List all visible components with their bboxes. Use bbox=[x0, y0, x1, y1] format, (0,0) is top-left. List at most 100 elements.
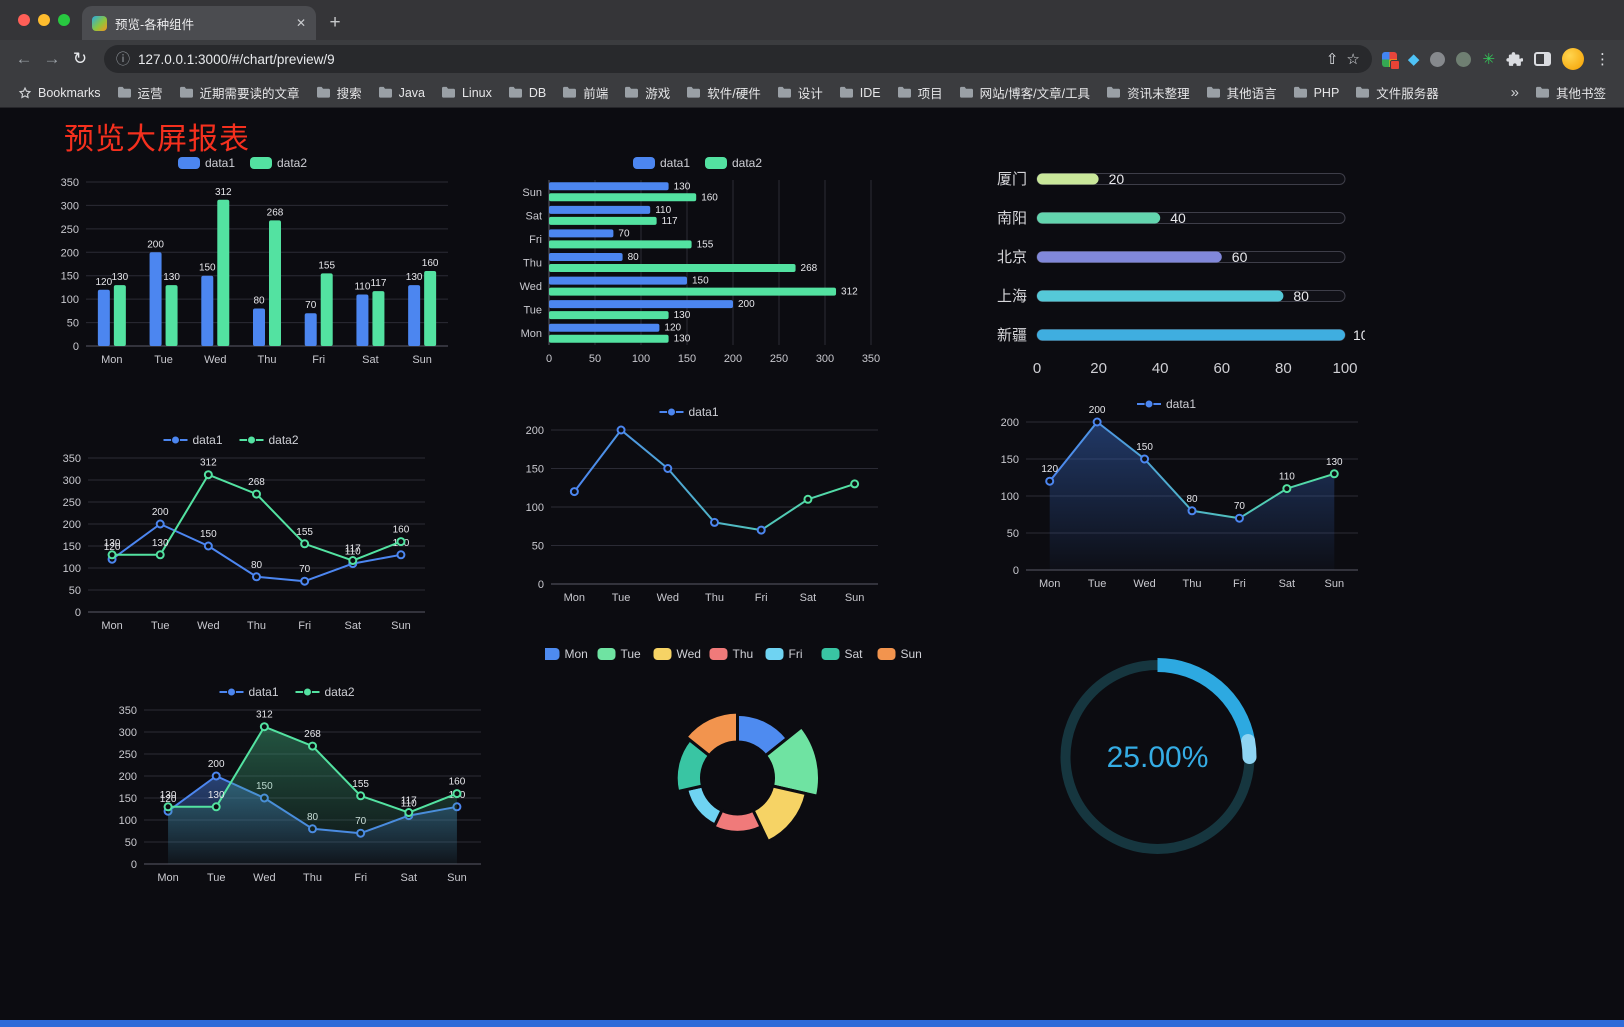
extension-gem-icon[interactable]: ◆ bbox=[1407, 50, 1420, 68]
svg-text:data2: data2 bbox=[732, 156, 762, 170]
bookmark-star-icon[interactable]: ☆ bbox=[1346, 50, 1360, 68]
svg-text:Thu: Thu bbox=[247, 620, 266, 632]
new-tab-button[interactable]: + bbox=[329, 12, 341, 33]
area-line-chart: 0 50 100 150 200 Mon Tue Wed Thu Fri Sat Sun 120 200 1… bbox=[980, 388, 1370, 600]
svg-text:Fri: Fri bbox=[312, 354, 325, 366]
bookmark-folder[interactable]: Java bbox=[370, 83, 433, 103]
svg-text:Fri: Fri bbox=[354, 872, 367, 884]
extension-circle-icon-1[interactable] bbox=[1430, 51, 1446, 67]
back-icon[interactable]: ← bbox=[15, 49, 33, 68]
bookmark-folder[interactable]: 搜索 bbox=[308, 80, 370, 105]
svg-text:250: 250 bbox=[770, 353, 788, 365]
svg-text:20: 20 bbox=[1090, 360, 1107, 377]
svg-text:110: 110 bbox=[1279, 472, 1295, 483]
svg-text:100: 100 bbox=[526, 502, 544, 514]
bookmark-folder[interactable]: 项目 bbox=[889, 80, 951, 105]
svg-text:data1: data1 bbox=[689, 405, 719, 419]
svg-text:Fri: Fri bbox=[298, 620, 311, 632]
svg-text:268: 268 bbox=[248, 477, 265, 488]
svg-text:312: 312 bbox=[215, 187, 232, 198]
bookmark-folder[interactable]: PHP bbox=[1285, 83, 1348, 103]
other-bookmarks[interactable]: 其他书签 bbox=[1527, 80, 1614, 105]
bookmark-folder[interactable]: 其他语言 bbox=[1198, 80, 1285, 105]
window-close-button[interactable] bbox=[18, 14, 30, 26]
svg-text:100: 100 bbox=[1001, 491, 1019, 503]
svg-text:100: 100 bbox=[63, 563, 81, 575]
bookmark-folder[interactable]: 设计 bbox=[769, 80, 831, 105]
svg-text:data2: data2 bbox=[277, 156, 307, 170]
svg-text:150: 150 bbox=[692, 276, 709, 287]
svg-text:Mon: Mon bbox=[101, 620, 122, 632]
bookmark-folder[interactable]: DB bbox=[500, 83, 554, 103]
bookmark-folder[interactable]: 资讯未整理 bbox=[1098, 80, 1198, 105]
svg-text:Sun: Sun bbox=[901, 647, 922, 661]
bookmark-folder[interactable]: IDE bbox=[831, 83, 889, 103]
kebab-menu-icon[interactable]: ⋮ bbox=[1595, 50, 1610, 68]
bookmark-folder[interactable]: 游戏 bbox=[616, 80, 678, 105]
capsule-progress-chart: 厦门 20 南阳 40 北京 60 上海 80 新疆 100 0 20 40 60 80 100 bbox=[985, 158, 1377, 390]
reload-icon[interactable]: ↻ bbox=[72, 49, 88, 68]
svg-text:Sat: Sat bbox=[1279, 578, 1296, 590]
svg-text:100: 100 bbox=[61, 294, 79, 306]
svg-text:268: 268 bbox=[304, 729, 321, 740]
svg-text:130: 130 bbox=[674, 334, 691, 345]
svg-text:Wed: Wed bbox=[197, 620, 219, 632]
side-panel-icon[interactable] bbox=[1534, 52, 1551, 66]
window-minimize-button[interactable] bbox=[38, 14, 50, 26]
bookmark-folder[interactable]: 运营 bbox=[109, 80, 171, 105]
bookmarks-overflow-chevron[interactable]: » bbox=[1503, 81, 1527, 104]
svg-text:120: 120 bbox=[160, 794, 177, 805]
star-icon bbox=[18, 86, 32, 98]
svg-text:60: 60 bbox=[1232, 249, 1248, 265]
page-title: 预览大屏报表 bbox=[64, 123, 250, 156]
horizontal-bar-chart: 0 50 100 150 200 250 300 350 Mon Tue Wed Thu Fri Sat S… bbox=[505, 150, 905, 375]
svg-text:130: 130 bbox=[208, 790, 225, 801]
gauge-chart: 25.00% bbox=[1040, 646, 1275, 868]
window-zoom-button[interactable] bbox=[58, 14, 70, 26]
svg-text:350: 350 bbox=[61, 177, 79, 189]
svg-text:250: 250 bbox=[119, 749, 137, 761]
svg-text:160: 160 bbox=[422, 258, 439, 269]
bookmark-folder[interactable]: 前端 bbox=[554, 80, 616, 105]
svg-text:Sat: Sat bbox=[845, 647, 864, 661]
svg-text:100: 100 bbox=[119, 815, 137, 827]
svg-text:200: 200 bbox=[152, 507, 169, 518]
extension-grid-icon[interactable] bbox=[1381, 51, 1400, 70]
svg-text:70: 70 bbox=[305, 300, 317, 311]
gradient-line-chart: 0 50 100 150 200 Mon Tue Wed Thu Fri Sat Sun data1 bbox=[505, 396, 890, 614]
svg-text:312: 312 bbox=[256, 710, 273, 721]
svg-text:50: 50 bbox=[125, 837, 137, 849]
bookmarks-manager[interactable]: Bookmarks bbox=[10, 83, 109, 103]
window-controls bbox=[18, 14, 70, 26]
tab-close-icon[interactable]: ✕ bbox=[295, 16, 306, 30]
extension-circle-icon-2[interactable] bbox=[1456, 51, 1472, 67]
bookmark-folder[interactable]: 网站/博客/文章/工具 bbox=[951, 80, 1098, 105]
svg-text:0: 0 bbox=[73, 341, 79, 353]
multi-line-area-chart: 0 50 100 150 200 250 300 350 Mon Tue Wed Thu Fri Sat S… bbox=[98, 676, 493, 894]
url-input[interactable] bbox=[138, 51, 1318, 67]
forward-icon[interactable]: → bbox=[43, 49, 61, 68]
site-info-icon[interactable]: ⓘ bbox=[116, 51, 130, 67]
svg-text:Fri: Fri bbox=[755, 592, 768, 604]
profile-avatar[interactable] bbox=[1562, 48, 1584, 70]
svg-text:350: 350 bbox=[862, 353, 880, 365]
extension-burst-icon[interactable]: ✳ bbox=[1482, 50, 1495, 68]
svg-text:110: 110 bbox=[354, 281, 370, 292]
rose-pie-chart: Mon Tue Wed Thu Fri Sat Sun bbox=[541, 638, 930, 928]
svg-text:Sun: Sun bbox=[845, 592, 865, 604]
svg-text:Thu: Thu bbox=[523, 258, 542, 270]
extensions-puzzle-icon[interactable] bbox=[1506, 51, 1523, 68]
browser-tab[interactable]: 预览-各种组件 ✕ bbox=[82, 6, 316, 40]
svg-text:200: 200 bbox=[63, 519, 81, 531]
bookmark-folder[interactable]: 近期需要读的文章 bbox=[171, 80, 308, 105]
bookmark-folder[interactable]: 文件服务器 bbox=[1347, 80, 1447, 105]
bookmark-folder[interactable]: 软件/硬件 bbox=[678, 80, 768, 105]
bookmark-folder[interactable]: Linux bbox=[433, 83, 500, 103]
address-bar[interactable]: ⓘ ⇧ ☆ bbox=[104, 45, 1372, 73]
svg-text:南阳: 南阳 bbox=[997, 210, 1027, 227]
svg-text:200: 200 bbox=[1001, 417, 1019, 429]
bookmarks-bar: Bookmarks 运营 近期需要读的文章 搜索 Java Linux DB 前端 游戏 软件/… bbox=[0, 78, 1624, 108]
share-icon[interactable]: ⇧ bbox=[1325, 50, 1339, 68]
browser-toolbar: ← → ↻ ⓘ ⇧ ☆ ◆ ✳ ⋮ bbox=[0, 40, 1624, 78]
svg-text:130: 130 bbox=[152, 538, 169, 549]
